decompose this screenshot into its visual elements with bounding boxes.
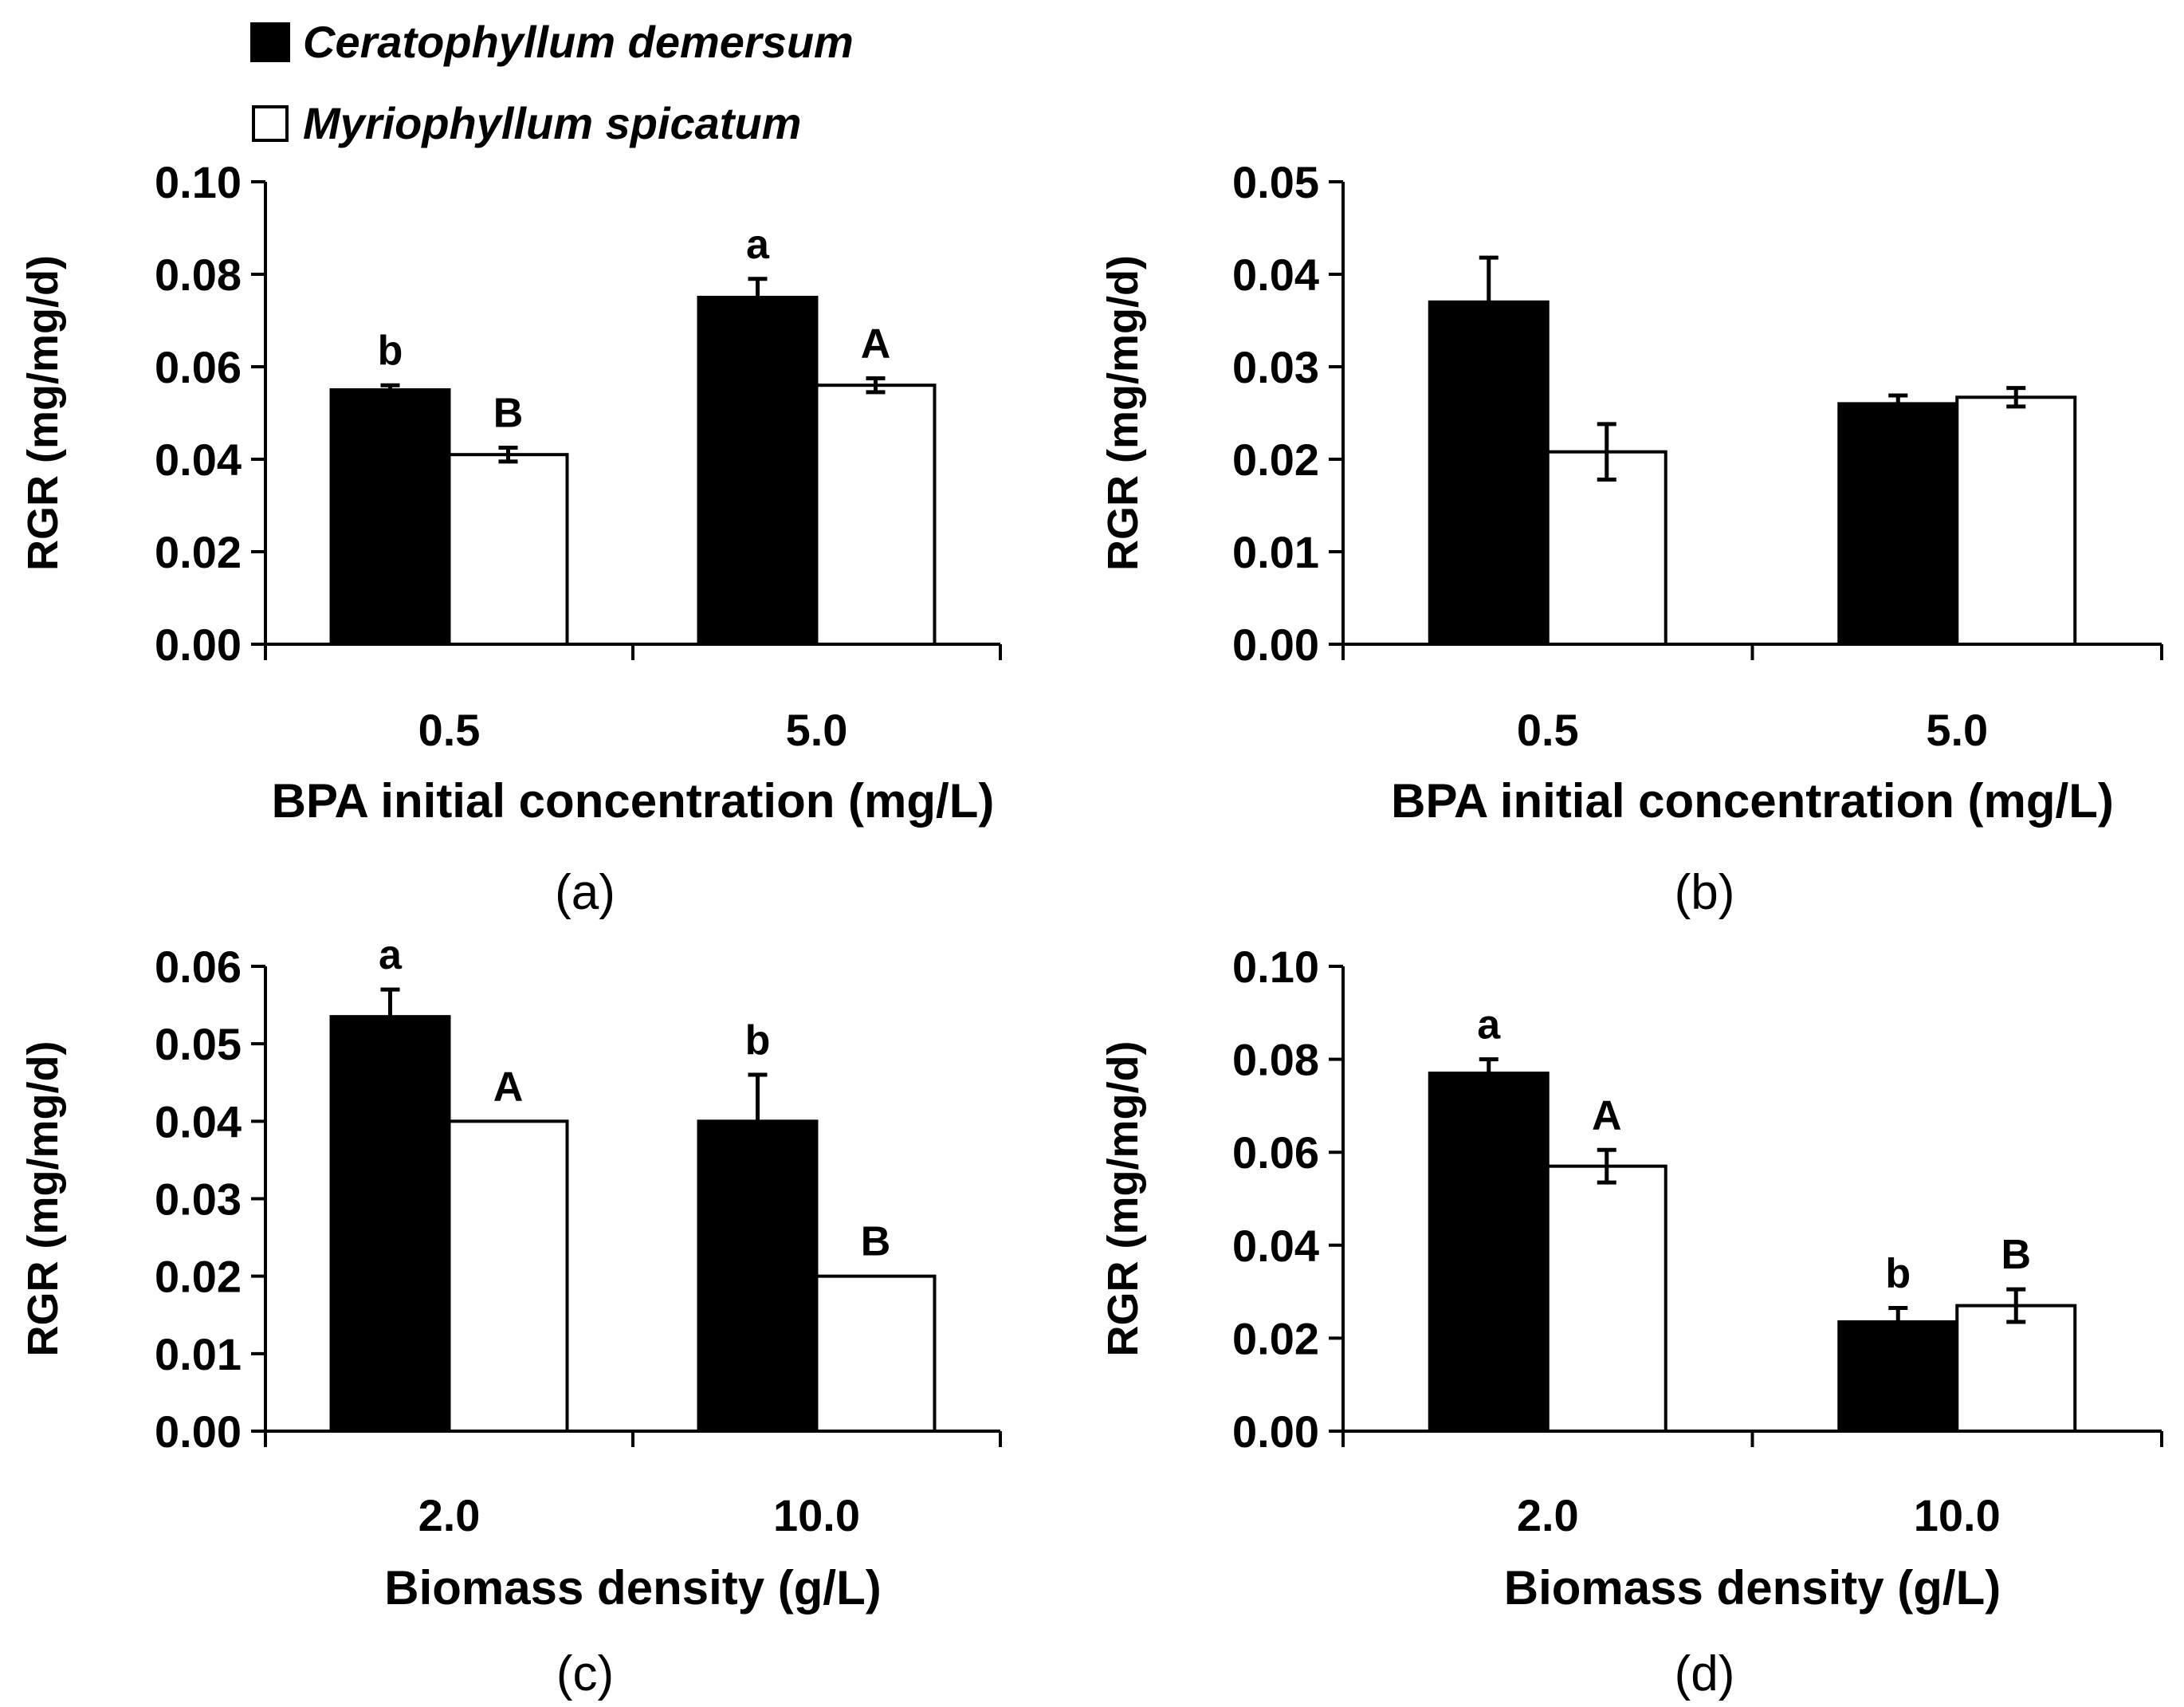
significance-letter: b bbox=[1885, 1251, 1911, 1297]
significance-letter: a bbox=[746, 222, 770, 268]
y-tick-label: 0.00 bbox=[155, 1406, 242, 1457]
panel-caption: (d) bbox=[1675, 1646, 1735, 1701]
y-tick-label: 0.06 bbox=[1232, 1127, 1319, 1178]
y-tick-label: 0.02 bbox=[155, 1252, 242, 1302]
x-axis-title: Biomass density (g/L) bbox=[1504, 1561, 2001, 1615]
x-tick-label: 10.0 bbox=[773, 1490, 860, 1540]
significance-letter: A bbox=[1592, 1092, 1622, 1139]
x-tick-label: 0.5 bbox=[418, 705, 481, 755]
y-tick-label: 0.02 bbox=[1232, 1313, 1319, 1363]
y-tick-label: 0.04 bbox=[1232, 1221, 1319, 1271]
y-tick-label: 0.00 bbox=[1232, 1406, 1319, 1457]
x-tick-label: 10.0 bbox=[1914, 1490, 2001, 1540]
legend-label-myriophyllum: Myriophyllum spicatum bbox=[303, 98, 801, 148]
significance-letter: A bbox=[493, 1064, 524, 1110]
bar-myriophyllum bbox=[815, 383, 937, 646]
y-axis-title: RGR (mg/mg/d) bbox=[19, 1041, 67, 1357]
y-tick-label: 0.04 bbox=[1232, 250, 1319, 300]
y-tick-label: 0.04 bbox=[155, 435, 242, 485]
panel-a: 0.00 0.02 0.04 0.06 0.08 0.10 b B 0.5 a A 5.0 BPA in… bbox=[19, 157, 1002, 920]
bar-ceratophyllum bbox=[1428, 300, 1550, 646]
y-tick-label: 0.03 bbox=[1232, 342, 1319, 392]
x-tick-label: 5.0 bbox=[1926, 705, 1988, 755]
legend-label-ceratophyllum: Ceratophyllum demersum bbox=[303, 17, 854, 67]
x-tick-label: 2.0 bbox=[1517, 1490, 1579, 1540]
y-tick-label: 0.02 bbox=[155, 527, 242, 577]
y-tick-label: 0.02 bbox=[1232, 435, 1319, 485]
significance-letter: a bbox=[379, 932, 403, 978]
significance-letter: B bbox=[861, 1219, 891, 1265]
y-axis-title: RGR (mg/mg/d) bbox=[19, 255, 67, 571]
bar-ceratophyllum bbox=[1837, 1320, 1959, 1433]
bar-ceratophyllum bbox=[329, 388, 451, 646]
bar-ceratophyllum bbox=[1428, 1072, 1550, 1433]
bar-myriophyllum bbox=[1955, 395, 2077, 646]
y-axis-title: RGR (mg/mg/d) bbox=[1099, 1041, 1147, 1357]
y-tick-label: 0.08 bbox=[155, 250, 242, 300]
x-tick-label: 2.0 bbox=[418, 1490, 481, 1540]
x-tick-label: 5.0 bbox=[786, 705, 848, 755]
panel-caption: (b) bbox=[1675, 865, 1735, 920]
y-tick-label: 0.00 bbox=[155, 619, 242, 670]
significance-letter: a bbox=[1477, 1002, 1501, 1048]
y-tick-label: 0.10 bbox=[1232, 942, 1319, 992]
bar-myriophyllum bbox=[1955, 1304, 2077, 1433]
legend-swatch-ceratophyllum bbox=[250, 22, 290, 62]
bar-myriophyllum bbox=[815, 1274, 937, 1433]
panel-d: 0.00 0.02 0.04 0.06 0.08 0.10 a A 2.0 b B 10.0 Bioma… bbox=[1099, 942, 2163, 1701]
bar-ceratophyllum bbox=[697, 296, 819, 646]
legend: Ceratophyllum demersum Myriophyllum spic… bbox=[250, 17, 854, 148]
significance-letter: A bbox=[861, 321, 891, 368]
y-tick-label: 0.01 bbox=[155, 1329, 242, 1379]
y-tick-label: 0.01 bbox=[1232, 527, 1319, 577]
panel-b: 0.00 0.01 0.02 0.03 0.04 0.05 0.5 5.0 BPA initia… bbox=[1099, 157, 2163, 920]
y-tick-label: 0.03 bbox=[155, 1174, 242, 1225]
significance-letter: b bbox=[745, 1017, 771, 1064]
significance-letter: B bbox=[493, 391, 524, 437]
y-tick-label: 0.06 bbox=[155, 942, 242, 992]
bar-myriophyllum bbox=[447, 1119, 569, 1434]
y-tick-label: 0.04 bbox=[155, 1096, 242, 1147]
y-tick-label: 0.05 bbox=[1232, 157, 1319, 207]
y-tick-label: 0.08 bbox=[1232, 1035, 1319, 1085]
y-tick-label: 0.06 bbox=[155, 342, 242, 392]
x-axis-title: BPA initial concentration (mg/L) bbox=[1391, 774, 2114, 828]
significance-letter: b bbox=[378, 328, 403, 374]
y-tick-label: 0.00 bbox=[1232, 619, 1319, 670]
panel-caption: (c) bbox=[556, 1646, 614, 1701]
legend-swatch-myriophyllum bbox=[252, 105, 289, 142]
y-axis-title: RGR (mg/mg/d) bbox=[1099, 255, 1147, 571]
panel-c: 0.00 0.01 0.02 0.03 0.04 0.05 0.06 a A 2.0 b B 10.0 B… bbox=[19, 932, 1002, 1701]
x-axis-title: BPA initial concentration (mg/L) bbox=[272, 774, 995, 828]
bar-myriophyllum bbox=[447, 453, 569, 647]
x-tick-label: 0.5 bbox=[1517, 705, 1579, 755]
y-tick-label: 0.05 bbox=[155, 1019, 242, 1069]
bar-myriophyllum bbox=[1546, 1164, 1667, 1433]
x-axis-title: Biomass density (g/L) bbox=[384, 1561, 881, 1615]
bar-ceratophyllum bbox=[1837, 402, 1959, 646]
significance-letter: B bbox=[2001, 1232, 2031, 1278]
bar-ceratophyllum bbox=[329, 1015, 451, 1433]
y-tick-label: 0.10 bbox=[155, 157, 242, 207]
panel-caption: (a) bbox=[555, 865, 615, 920]
